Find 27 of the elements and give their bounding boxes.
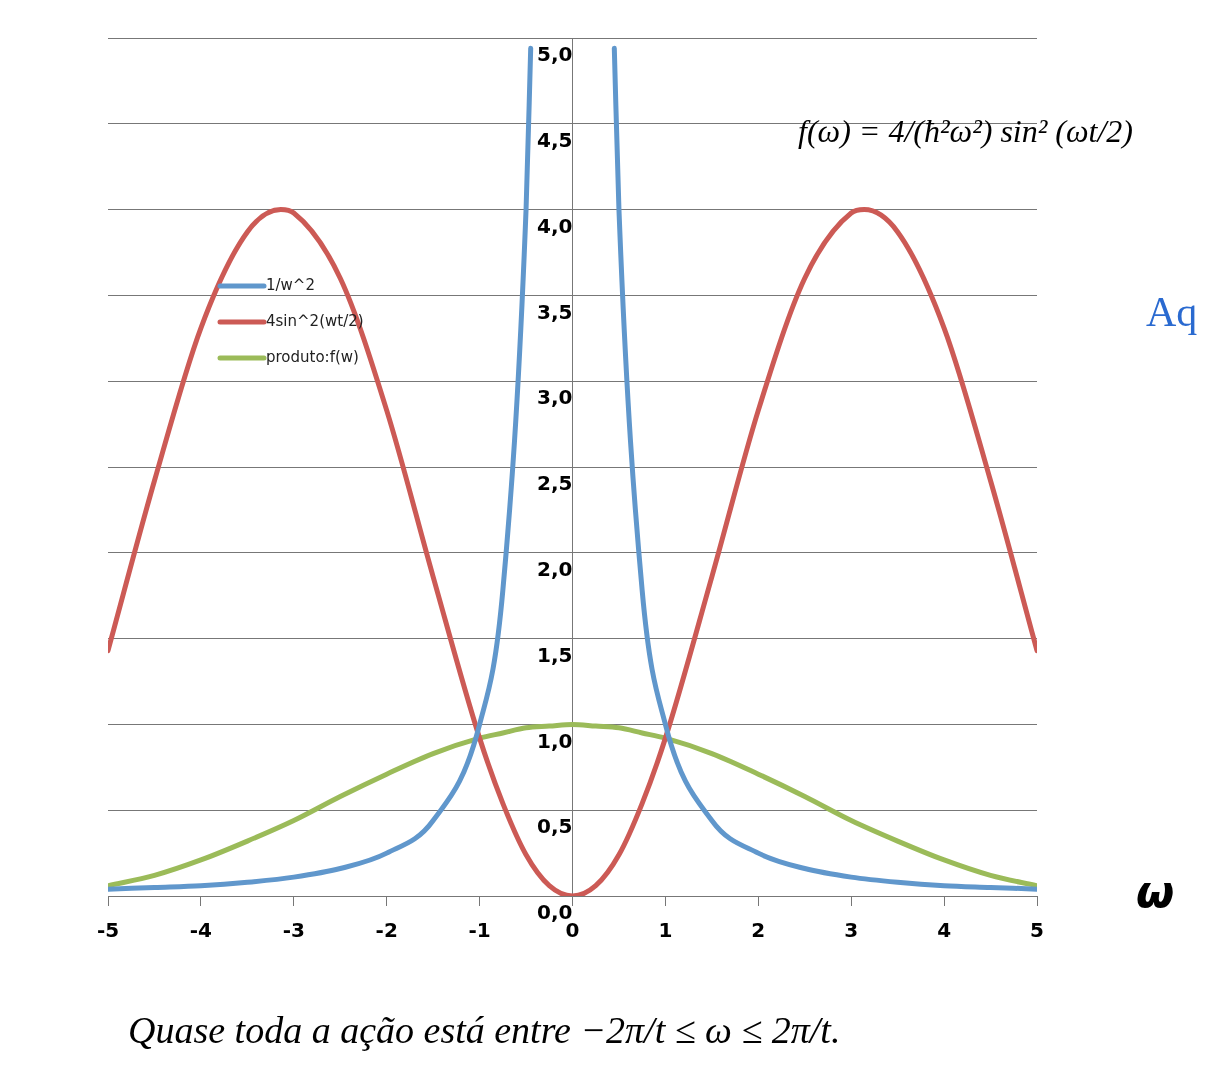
x-tick-label: -4 [189,918,213,943]
y-tick-label: 3,0 [537,385,573,410]
text: Quase toda a ação está entre −2π/t ≤ ω ≤ 2π/t. [128,1008,841,1052]
legend-label: 1/w^2 [266,275,315,294]
x-tick-label: -5 [96,918,120,943]
x-tick-label: 2 [751,918,766,943]
legend-label: produto:f(w) [266,347,359,366]
x-tick-label: 1 [658,918,673,943]
y-tick-label: 4,0 [537,213,573,238]
x-tick-label: 0 [565,918,580,943]
x-tick-label: -2 [375,918,398,943]
x-tick-label: -3 [282,918,305,943]
y-tick-label: 0,5 [537,814,573,839]
y-tick-label: 1,0 [537,728,573,753]
y-tick-label: 1,5 [537,642,573,667]
y-tick-label: 2,5 [537,471,573,496]
x-tick-label: 5 [1030,918,1044,943]
annotation: f(ω) = 4/(ħ²ω²) sin² (ωt/2) [798,113,1133,150]
x-axis-title: ω [1135,866,1175,918]
x-tick-label: 4 [937,918,952,943]
y-tick-label: 5,0 [537,42,573,67]
x-tick-label: 3 [844,918,859,943]
y-tick-label: 4,5 [537,128,573,152]
y-tick-label: 3,5 [537,299,573,324]
text: Aq [1146,288,1198,336]
x-tick-label: -1 [468,918,491,943]
y-tick-label: 2,0 [537,557,573,581]
